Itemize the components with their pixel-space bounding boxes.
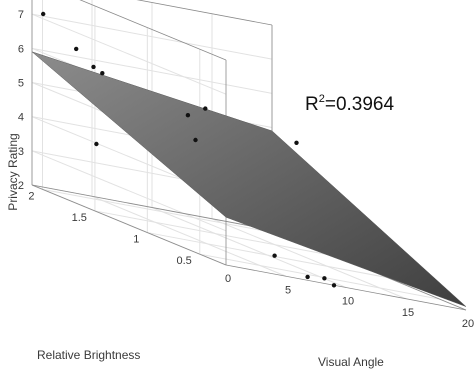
grid-line xyxy=(91,195,287,277)
x-tick-label: 10 xyxy=(342,296,354,308)
z-tick-label: 6 xyxy=(18,43,24,55)
grid-line xyxy=(199,253,440,300)
r-squared-annotation: R2=0.3964 xyxy=(305,93,395,115)
box-edge xyxy=(31,184,273,231)
data-point xyxy=(203,106,208,111)
x-tick-label: 20 xyxy=(462,318,474,330)
grid-line xyxy=(147,232,388,279)
y-tick-label: 1 xyxy=(133,234,139,246)
r-squared-value: =0.3964 xyxy=(325,94,395,115)
x-tick-label: 15 xyxy=(402,307,414,319)
regression-plane xyxy=(31,51,467,307)
grid-line xyxy=(94,210,336,257)
data-point xyxy=(305,274,310,280)
data-point xyxy=(74,46,79,52)
grid-line xyxy=(31,13,227,95)
grid-line xyxy=(151,207,347,288)
y-axis-label: Relative Brightness xyxy=(37,348,140,362)
box-edge xyxy=(225,264,467,311)
grid-line xyxy=(31,13,273,60)
r-squared-base: R xyxy=(305,94,319,115)
data-point xyxy=(331,283,337,288)
data-point xyxy=(193,137,198,143)
data-point xyxy=(294,140,299,145)
z-tick-label: 7 xyxy=(18,9,24,21)
box-edge xyxy=(136,0,273,26)
points-in-front-of-plane xyxy=(41,11,299,145)
box-edge xyxy=(79,0,227,61)
data-point xyxy=(272,253,277,258)
grid-line xyxy=(31,47,273,94)
x-tick-label: 0 xyxy=(225,273,231,285)
data-point xyxy=(100,71,105,76)
grid-line xyxy=(42,188,283,235)
grid-line xyxy=(211,218,407,300)
data-point xyxy=(322,276,327,281)
y-tick-label: 1.5 xyxy=(72,212,87,224)
r-squared-superscript: 2 xyxy=(319,93,325,105)
x-axis-label: Visual Angle xyxy=(318,355,384,369)
z-tick-label: 2 xyxy=(18,180,24,192)
z-tick-label: 4 xyxy=(18,112,24,124)
data-point xyxy=(91,64,96,70)
data-point xyxy=(41,11,46,17)
z-tick-label: 5 xyxy=(18,78,24,90)
data-point xyxy=(94,141,99,147)
box-edge xyxy=(31,184,227,266)
data-point xyxy=(185,113,191,118)
z-axis-label: Privacy Rating xyxy=(6,133,20,210)
grid-line xyxy=(31,150,227,232)
y-tick-label: 0.5 xyxy=(177,255,192,267)
x-tick-label: 5 xyxy=(285,284,291,296)
z-tick-label: 3 xyxy=(18,146,24,158)
y-tick-label: 2 xyxy=(28,190,34,202)
